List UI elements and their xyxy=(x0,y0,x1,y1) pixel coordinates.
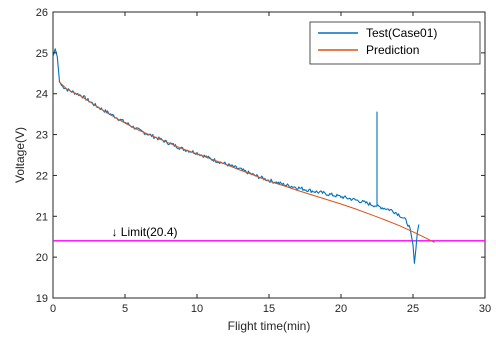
x-tick-label: 25 xyxy=(407,303,419,315)
y-tick-label: 22 xyxy=(36,170,48,182)
legend-box xyxy=(309,21,481,65)
x-tick-label: 20 xyxy=(335,303,347,315)
legend-label-test-case01: Test(Case01) xyxy=(366,26,437,40)
limit-annotation: ↓ Limit(20.4) xyxy=(111,225,177,239)
y-tick-label: 24 xyxy=(36,89,48,101)
series-lines xyxy=(52,48,435,264)
x-tick-label: 30 xyxy=(479,303,491,315)
y-tick-label: 25 xyxy=(36,48,48,60)
x-tick-label: 5 xyxy=(122,303,128,315)
legend: Test(Case01) Prediction xyxy=(309,21,481,65)
y-tick-label: 19 xyxy=(36,293,48,305)
x-tick-label: 15 xyxy=(263,303,275,315)
y-tick-label: 26 xyxy=(36,7,48,19)
y-axis-ticks: 19 20 21 22 23 24 25 26 xyxy=(36,7,485,305)
legend-label-prediction: Prediction xyxy=(366,43,419,57)
y-tick-label: 20 xyxy=(36,252,48,264)
y-tick-label: 21 xyxy=(36,211,48,223)
x-axis-ticks: 0 5 10 15 20 25 30 xyxy=(50,12,491,315)
x-axis-label: Flight time(min) xyxy=(228,319,311,333)
x-tick-label: 10 xyxy=(191,303,203,315)
y-axis-label: Voltage(V) xyxy=(13,127,27,183)
y-tick-label: 23 xyxy=(36,130,48,142)
x-tick-label: 0 xyxy=(50,303,56,315)
series-line-prediction xyxy=(58,81,435,243)
